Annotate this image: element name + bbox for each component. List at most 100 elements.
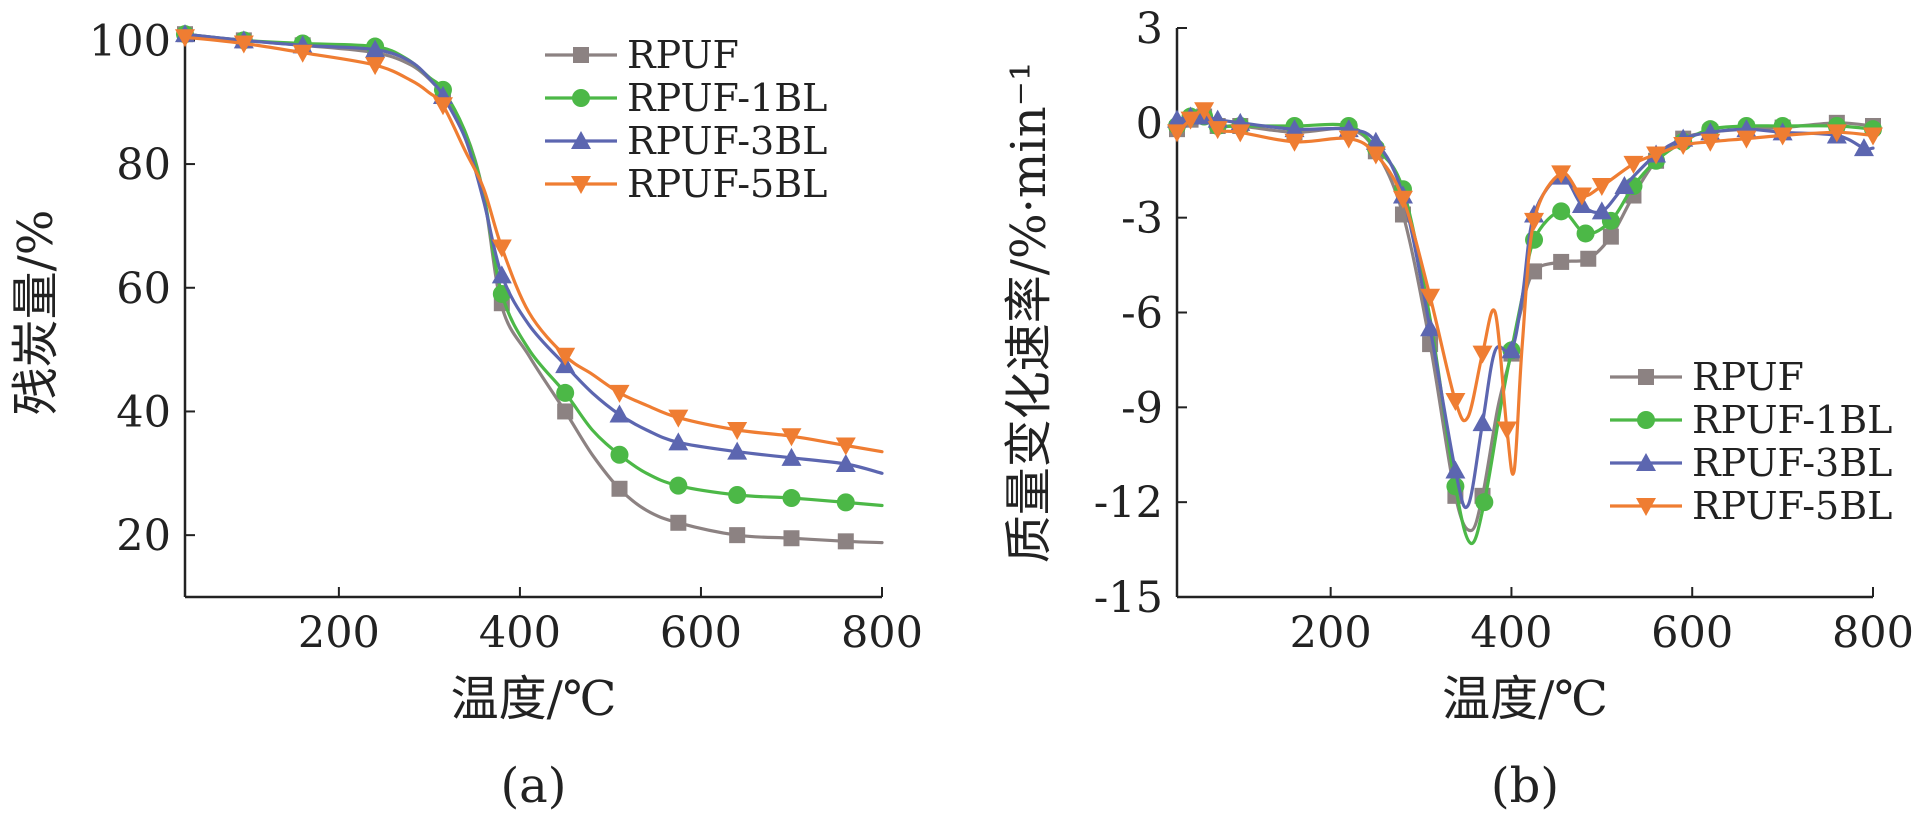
data-point — [1338, 130, 1359, 149]
data-point — [1501, 340, 1522, 359]
data-point — [1614, 176, 1635, 195]
legend-item: RPUF — [545, 33, 739, 77]
data-point — [491, 239, 512, 258]
data-point — [1472, 345, 1493, 364]
y-tick-label: 80 — [116, 140, 171, 190]
data-point — [1553, 253, 1570, 270]
y-tick-label: 60 — [116, 264, 171, 314]
data-point — [782, 489, 801, 508]
x-axis-label: 温度/℃ — [451, 671, 617, 727]
legend-marker — [1638, 369, 1654, 385]
data-point — [1207, 121, 1228, 140]
legend-item: RPUF-3BL — [545, 119, 827, 163]
data-point — [1524, 212, 1545, 231]
data-point — [1863, 127, 1883, 146]
data-point — [1284, 119, 1305, 138]
series-rpuf-5bl — [1167, 102, 1883, 476]
data-point — [1580, 250, 1597, 267]
data-point — [1591, 201, 1612, 220]
data-point — [1284, 133, 1305, 152]
legend-item: RPUF — [1610, 355, 1804, 399]
data-point — [669, 476, 688, 495]
legend-marker — [571, 131, 591, 149]
x-tick-label: 200 — [1290, 608, 1372, 658]
y-tick-label: -9 — [1121, 383, 1163, 433]
data-point — [835, 454, 856, 473]
data-point — [556, 383, 575, 402]
data-point — [1602, 228, 1619, 245]
data-point — [727, 441, 748, 460]
data-point — [1365, 146, 1386, 165]
data-point — [1646, 146, 1667, 165]
data-point — [1472, 413, 1493, 432]
legend-item: RPUF-1BL — [1610, 398, 1892, 442]
data-point — [175, 29, 195, 48]
legend-marker — [571, 176, 591, 194]
data-point — [1826, 124, 1847, 143]
data-point — [1700, 133, 1721, 152]
y-tick-label: -12 — [1094, 478, 1163, 528]
data-point — [365, 39, 386, 58]
data-point — [1445, 393, 1466, 412]
legend-marker — [572, 89, 590, 107]
data-point — [609, 404, 630, 423]
data-point — [1420, 318, 1441, 337]
legend-item: RPUF-3BL — [1610, 441, 1892, 485]
panel-label: (b) — [1491, 758, 1559, 814]
data-point — [668, 432, 689, 451]
data-point — [727, 422, 748, 441]
data-point — [836, 493, 855, 512]
y-tick-label: 100 — [89, 16, 171, 66]
x-tick-label: 400 — [479, 608, 561, 658]
data-point — [1496, 421, 1517, 440]
legend-marker — [573, 47, 589, 63]
data-point — [1571, 187, 1592, 206]
legend-label: RPUF-3BL — [1692, 441, 1892, 485]
chart-panel-a: 200 400 600 80020406080100温度/℃残炭量/%(a)RPUFR… — [8, 16, 923, 814]
legend-label: RPUF-1BL — [1692, 398, 1892, 442]
x-tick-label: 800 — [841, 608, 923, 658]
legend-item: RPUF-1BL — [545, 76, 827, 120]
data-point — [1623, 155, 1644, 174]
legend-marker — [1637, 411, 1655, 429]
data-point — [835, 437, 856, 456]
y-axis-label: 残炭量/% — [8, 210, 64, 416]
legend-label: RPUF — [1692, 355, 1804, 399]
legend-item: RPUF-5BL — [545, 162, 827, 206]
chart-panel-b: 200 400 600 800 3 0 -3 -6 -9 -12 -15 温度/℃ 质量变化速率/%·m… — [1001, 4, 1914, 814]
data-point — [1392, 190, 1413, 209]
y-tick-label: 3 — [1136, 4, 1163, 54]
x-tick-label: 800 — [1832, 608, 1914, 658]
data-point — [555, 347, 576, 366]
data-point — [1736, 130, 1757, 149]
y-tick-label: -3 — [1121, 194, 1163, 244]
x-axis-label: 温度/℃ — [1442, 671, 1608, 727]
series-rpuf-5bl — [175, 29, 884, 456]
data-point — [1576, 224, 1595, 243]
data-point — [610, 445, 629, 464]
data-point — [1365, 131, 1386, 150]
data-point — [233, 35, 254, 54]
data-point — [1475, 493, 1494, 512]
data-point — [1445, 460, 1466, 479]
data-point — [1772, 127, 1793, 146]
data-point — [1167, 124, 1187, 143]
data-point — [491, 265, 512, 284]
y-axis-label: 质量变化速率/%·min⁻¹ — [1001, 62, 1057, 563]
data-point — [292, 44, 313, 63]
data-point — [781, 447, 802, 466]
data-point — [1673, 136, 1694, 155]
data-point — [1552, 202, 1571, 221]
data-point — [609, 384, 630, 403]
y-tick-label: 20 — [116, 511, 171, 561]
data-point — [1420, 288, 1441, 307]
legend-label: RPUF-5BL — [627, 162, 827, 206]
data-point — [1180, 111, 1201, 130]
data-point — [557, 403, 574, 420]
data-point — [1526, 263, 1543, 280]
legend-label: RPUF-5BL — [1692, 484, 1892, 528]
data-point — [783, 530, 800, 547]
